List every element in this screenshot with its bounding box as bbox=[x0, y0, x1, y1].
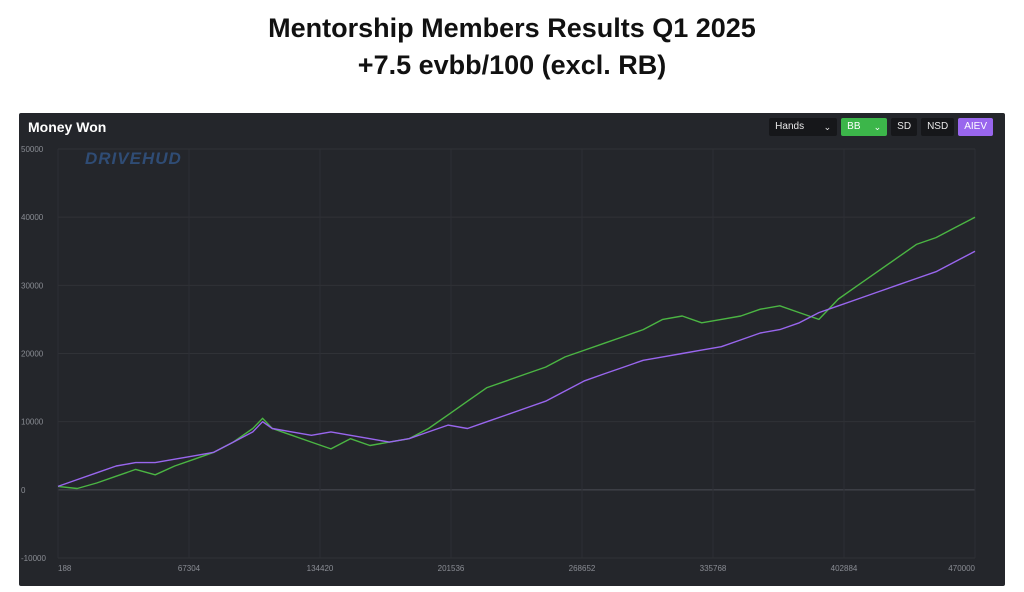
money-won-series-line bbox=[57, 216, 976, 490]
money-won-chart: -10000 0 10000 20000 30000 40000 50000 188 67304… bbox=[21, 145, 976, 573]
y-tick-label: 30000 bbox=[21, 281, 44, 290]
y-tick-label: 20000 bbox=[21, 350, 44, 359]
axes: -10000 0 10000 20000 30000 40000 50000 188 67304… bbox=[21, 145, 976, 573]
x-tick-label: 335768 bbox=[700, 564, 727, 573]
y-tick-label: 10000 bbox=[21, 418, 44, 427]
y-tick-label: 0 bbox=[21, 486, 26, 495]
bb-dropdown[interactable]: BB ⌄ bbox=[841, 118, 888, 136]
page-subtitle: +7.5 evbb/100 (excl. RB) bbox=[357, 50, 667, 80]
page-title: Mentorship Members Results Q1 2025 bbox=[268, 13, 756, 43]
chevron-down-icon: ⌄ bbox=[823, 122, 832, 132]
chart-panel: Money Won DRIVEHUD Hands ⌄ BB ⌄ SD NSD A… bbox=[19, 113, 1005, 586]
aiev-toggle[interactable]: AIEV bbox=[958, 118, 993, 136]
x-tick-label: 402884 bbox=[831, 564, 858, 573]
x-tick-label: 201536 bbox=[438, 564, 465, 573]
chevron-down-icon: ⌄ bbox=[873, 122, 882, 132]
nsd-toggle[interactable]: NSD bbox=[921, 118, 955, 136]
y-tick-label: 50000 bbox=[21, 145, 44, 154]
hands-dropdown-label: Hands bbox=[775, 121, 805, 132]
x-tick-label: 268652 bbox=[569, 564, 596, 573]
y-tick-label: 40000 bbox=[21, 213, 44, 222]
bb-dropdown-label: BB bbox=[847, 121, 861, 132]
chart-controls: Hands ⌄ BB ⌄ SD NSD AIEV bbox=[769, 118, 993, 136]
x-tick-label: 67304 bbox=[178, 564, 201, 573]
x-tick-label: 134420 bbox=[307, 564, 334, 573]
series-lines bbox=[57, 216, 976, 490]
y-tick-label: -10000 bbox=[21, 554, 46, 563]
panel-title: Money Won bbox=[28, 119, 107, 135]
x-tick-label: 470000 bbox=[948, 564, 975, 573]
watermark-logo: DRIVEHUD bbox=[85, 149, 182, 168]
aiev-series-line bbox=[57, 250, 976, 488]
grid bbox=[57, 148, 976, 559]
x-tick-label: 188 bbox=[58, 564, 72, 573]
hands-dropdown[interactable]: Hands ⌄ bbox=[769, 118, 838, 136]
sd-toggle[interactable]: SD bbox=[891, 118, 918, 136]
